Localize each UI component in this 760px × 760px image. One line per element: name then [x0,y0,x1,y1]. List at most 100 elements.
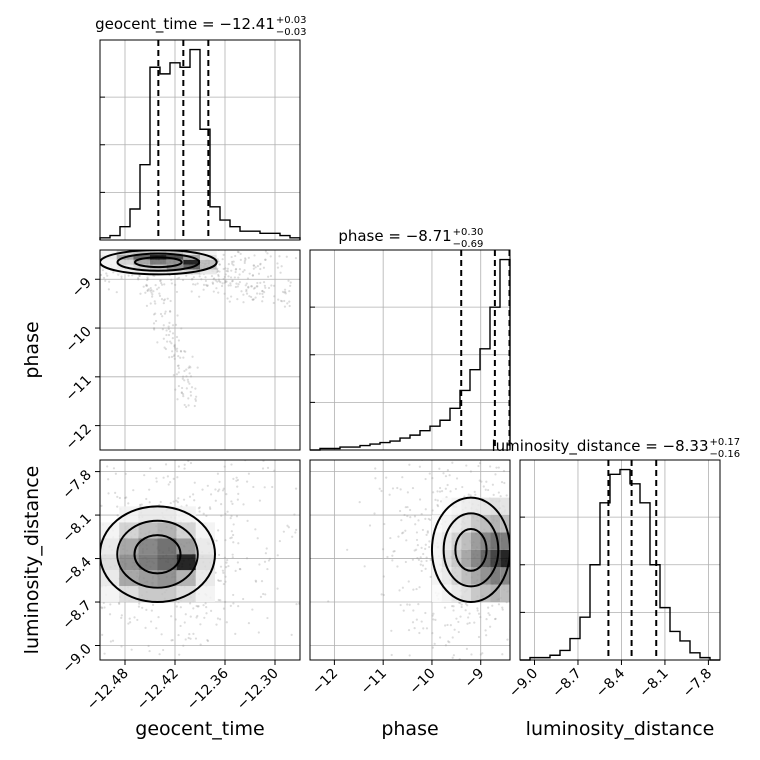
phase-vs-geocent-time-scatter-point [254,296,257,299]
phase-vs-geocent-time-density-cell [200,259,217,265]
phase-vs-geocent-time-density-cell [166,259,184,265]
luminosity-distance-vs-phase-scatter-point [575,478,577,480]
luminosity-distance-vs-geocent-time-contour-1 [116,519,199,589]
luminosity-distance-vs-geocent-time-scatter-point [140,503,143,506]
phase-vs-geocent-time-scatter-point [276,262,279,265]
luminosity-distance-vs-geocent-time-frame [99,459,301,661]
luminosity-distance-vs-phase-scatter-point [514,556,516,558]
phase-vs-geocent-time-scatter-point [226,270,230,273]
luminosity-distance-vs-phase-density-cell [500,549,510,568]
luminosity-distance-vs-phase-scatter-point [520,631,522,633]
phase-vs-geocent-time-scatter-point [289,281,292,284]
luminosity-distance-vs-geocent-time-scatter-point [71,549,73,551]
luminosity-distance-vs-geocent-time-scatter-point [237,605,240,608]
luminosity-distance-vs-phase-scatter-point [479,615,482,619]
luminosity-distance-vs-phase-scatter-point [404,506,407,509]
luminosity-distance-vs-phase-scatter-point [476,609,479,612]
phase-vs-geocent-time-scatter-point [146,236,148,238]
phase-vs-geocent-time-scatter-point [204,279,208,283]
luminosity-distance-vs-geocent-time-scatter-point [258,563,261,566]
luminosity-distance-vs-geocent-time-scatter-point [195,604,198,608]
luminosity-distance-vs-geocent-time-scatter-point [197,507,200,510]
luminosity-distance-vs-phase-scatter-point [476,607,479,610]
luminosity-distance-vs-phase-scatter-point [553,398,555,400]
luminosity-distance-vs-phase-scatter-point [425,559,428,563]
phase-vs-geocent-time-scatter-point [173,345,176,348]
phase-vs-geocent-time-scatter-point [238,273,241,276]
phase-vs-geocent-time-scatter-point [212,290,215,293]
luminosity-distance-vs-geocent-time-scatter-point [234,632,237,635]
phase-vs-geocent-time-scatter-point [74,258,76,260]
luminosity-distance-vs-geocent-time-scatter-point [171,638,174,642]
phase-title-plus: +0.30 [453,227,484,238]
phase-xtick-label-0: −12 [309,666,341,698]
luminosity-distance-vs-phase-scatter-point [536,633,538,635]
luminosity-distance-vs-geocent-time-scatter-point [187,460,190,463]
phase-vs-geocent-time-scatter-point [251,274,254,277]
luminosity-distance-vs-phase-scatter-point [539,596,541,598]
luminosity-distance-vs-geocent-time-scatter-point [175,499,178,502]
phase-vs-geocent-time-scatter-point [235,243,237,245]
luminosity-distance-vs-phase-scatter-point [517,535,519,537]
luminosity-distance-vs-geocent-time-scatter-point [229,604,232,607]
luminosity-distance-vs-geocent-time-scatter-point [193,481,196,484]
luminosity-distance-vs-phase-scatter-point [481,446,483,448]
phase-vs-geocent-time-scatter-point [168,356,171,359]
phase-vs-geocent-time-scatter-point [213,277,216,280]
phase-vs-geocent-time-scatter-point [288,300,291,303]
phase-vs-geocent-time-scatter-point [50,226,52,228]
luminosity-distance-vs-phase-scatter-point [461,485,464,489]
phase-vs-geocent-time-scatter-point [145,278,149,282]
luminosity-distance-vs-geocent-time-scatter-point [124,496,127,500]
luminosity-distance-vs-geocent-time-density-cell [195,554,215,571]
luminosity-distance-vs-phase-scatter-point [502,469,506,473]
luminosity-distance-vs-phase-scatter-point [428,545,431,549]
phase-vs-geocent-time-scatter-point [185,405,188,408]
luminosity-distance-vs-geocent-time-scatter-point [227,564,230,568]
luminosity-distance-vs-phase-scatter-point [443,606,447,609]
luminosity-distance-vs-phase-scatter-point [526,509,528,511]
luminosity-distance-vs-phase-scatter-point [455,477,459,480]
phase-vs-geocent-time-scatter-point [161,328,164,331]
phase-vs-geocent-time-scatter-point [145,284,148,287]
luminosity-distance-vs-phase-scatter-point [511,462,513,464]
luminosity-distance-vs-geocent-time-scatter-point [184,638,187,641]
phase-vs-geocent-time-scatter-point [151,295,154,298]
luminosity-distance-vs-geocent-time-scatter-point [189,615,192,618]
phase-vs-geocent-time-scatter-point [91,296,93,298]
phase-vs-geocent-time-scatter-point [169,340,172,343]
luminosity-distance-vs-geocent-time-scatter-point [94,578,96,580]
phase-vs-geocent-time-scatter-point [81,252,83,254]
phase-vs-geocent-time-scatter-point [164,347,167,351]
luminosity-distance-vs-geocent-time-scatter-point [192,607,195,610]
phase-vs-geocent-time-scatter-point [173,346,177,349]
phase-vs-geocent-time-scatter-point [279,299,283,302]
luminosity-distance-xtick-label-1: −8.7 [549,666,584,701]
phase-vs-geocent-time-density-cell [133,250,150,255]
luminosity-distance-vs-phase-scatter-point [493,617,497,621]
luminosity-distance-vs-phase-scatter-point [434,618,437,621]
luminosity-distance-vs-phase-scatter-point [418,465,421,468]
luminosity-distance-vs-phase-scatter-point [501,653,504,656]
luminosity-distance-vs-geocent-time-scatter-point [232,602,235,605]
phase-vs-geocent-time-scatter-point [107,288,110,291]
luminosity-distance-histogram-panel [519,459,721,661]
luminosity-distance-vs-geocent-time-scatter-point [106,465,109,468]
luminosity-distance-vs-geocent-time-scatter-point [144,626,147,629]
luminosity-distance-vs-geocent-time-scatter-point [206,484,209,487]
phase-vs-geocent-time-scatter-point [187,380,190,383]
luminosity-distance-vs-geocent-time-scatter-point [159,500,162,504]
luminosity-distance-vs-geocent-time-scatter-point [48,528,50,530]
luminosity-distance-vs-phase-scatter-point [415,587,418,591]
luminosity-distance-vs-geocent-time-scatter-point [266,616,269,620]
phase-vs-geocent-time-scatter-point [220,284,224,288]
phase-vs-geocent-time-scatter-point [259,262,262,265]
luminosity-distance-vs-geocent-time-scatter-point [117,601,121,604]
phase-vs-geocent-time-contour-2 [134,256,183,269]
luminosity-distance-vs-geocent-time-scatter-point [202,512,205,515]
phase-vs-geocent-time-scatter-point [159,279,162,283]
luminosity-distance-vs-phase-density-cell [461,532,471,550]
luminosity-distance-vs-geocent-time-scatter-point [149,467,152,470]
luminosity-distance-vs-geocent-time-scatter-point [237,492,240,495]
luminosity-distance-vs-phase-scatter-point [539,600,541,602]
